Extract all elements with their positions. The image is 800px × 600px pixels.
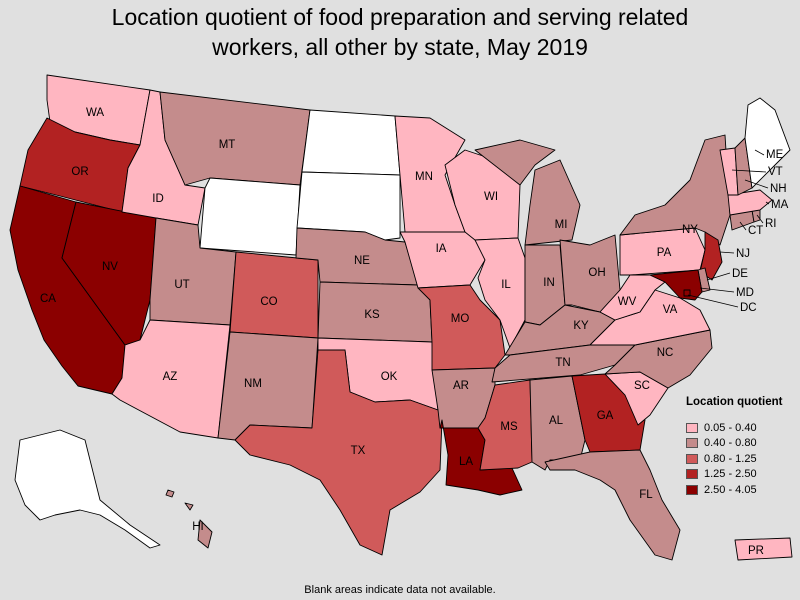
label-MS: MS <box>500 421 518 433</box>
state-labels: WA OR CA NV ID MT UT AZ CO NM NE KS OK T… <box>40 107 789 557</box>
label-NJ: NJ <box>736 248 750 260</box>
label-VT: VT <box>768 166 783 178</box>
label-AR: AR <box>453 380 469 392</box>
label-UT: UT <box>174 279 189 291</box>
label-RI: RI <box>765 218 777 230</box>
label-NY: NY <box>682 224 698 236</box>
label-TX: TX <box>351 445 366 457</box>
label-IL: IL <box>501 279 511 291</box>
legend-label: 0.80 - 1.25 <box>704 452 757 465</box>
title-line-1: Location quotient of food preparation an… <box>111 4 689 30</box>
state-MO[interactable] <box>417 284 506 371</box>
label-NE: NE <box>354 255 370 267</box>
state-PR[interactable] <box>734 537 793 561</box>
label-CO: CO <box>260 296 277 308</box>
label-NM: NM <box>244 378 262 390</box>
label-PR: PR <box>748 545 764 557</box>
legend-label: 2.50 - 4.05 <box>704 483 757 496</box>
label-WI: WI <box>484 191 498 203</box>
legend-swatch <box>686 469 698 480</box>
label-FL: FL <box>639 489 653 501</box>
state-NJ[interactable] <box>699 231 723 281</box>
label-SC: SC <box>634 380 650 392</box>
label-KS: KS <box>364 309 380 321</box>
footnote: Blank areas indicate data not available. <box>304 584 496 596</box>
label-PA: PA <box>657 247 672 259</box>
label-leader-lines <box>687 149 770 308</box>
label-LA: LA <box>459 456 473 468</box>
label-MN: MN <box>415 171 433 183</box>
legend-item: 0.80 - 1.25 <box>686 451 796 467</box>
label-DE: DE <box>732 268 748 280</box>
state-ND[interactable] <box>301 109 401 176</box>
label-MO: MO <box>451 313 470 325</box>
state-IL[interactable] <box>474 237 526 349</box>
label-NH: NH <box>770 183 787 195</box>
label-IA: IA <box>436 243 447 255</box>
state-HI[interactable] <box>165 489 213 549</box>
state-MI[interactable] <box>474 139 581 246</box>
legend-label: 0.05 - 0.40 <box>704 421 757 434</box>
legend-swatch <box>686 453 698 464</box>
legend-item: 0.05 - 0.40 <box>686 420 796 436</box>
label-CA: CA <box>40 293 56 305</box>
legend-items: 0.05 - 0.40 0.40 - 0.80 0.80 - 1.25 1.25 - … <box>686 420 796 498</box>
legend-item: 1.25 - 2.50 <box>686 467 796 483</box>
title-line-2: workers, all other by state, May 2019 <box>212 34 588 60</box>
legend-item: 2.50 - 4.05 <box>686 482 796 498</box>
label-CT: CT <box>748 225 763 237</box>
state-MA[interactable] <box>727 189 773 216</box>
legend-title: Location quotient <box>686 396 783 408</box>
label-OK: OK <box>381 371 398 383</box>
legend-swatch <box>686 484 698 495</box>
legend-swatch <box>686 422 698 433</box>
legend: Location quotient 0.05 - 0.40 0.40 - 0.80… <box>686 396 796 498</box>
label-DC: DC <box>740 302 757 314</box>
state-DC[interactable] <box>683 289 691 297</box>
state-AK[interactable] <box>14 429 161 549</box>
label-AZ: AZ <box>163 371 178 383</box>
label-OH: OH <box>588 267 605 279</box>
legend-label: 0.40 - 0.80 <box>704 437 757 450</box>
state-TX[interactable] <box>234 349 443 556</box>
label-OR: OR <box>71 166 88 178</box>
state-CO[interactable] <box>229 251 319 339</box>
label-AL: AL <box>549 415 564 427</box>
map-title: Location quotient of food preparation an… <box>0 2 800 62</box>
label-NV: NV <box>102 261 118 273</box>
label-WV: WV <box>618 296 637 308</box>
label-ME: ME <box>766 149 784 161</box>
label-ID: ID <box>152 193 164 205</box>
label-MI: MI <box>555 219 568 231</box>
label-KY: KY <box>573 320 589 332</box>
label-HI: HI <box>192 521 204 533</box>
label-TN: TN <box>555 357 570 369</box>
legend-label: 1.25 - 2.50 <box>704 468 757 481</box>
label-MA: MA <box>771 199 789 211</box>
state-NY[interactable] <box>619 134 731 246</box>
state-shapes <box>9 74 793 561</box>
state-NM[interactable] <box>217 331 319 441</box>
label-MD: MD <box>736 287 754 299</box>
state-WY[interactable] <box>199 177 301 256</box>
label-MT: MT <box>219 139 236 151</box>
label-VA: VA <box>663 304 678 316</box>
label-WA: WA <box>86 107 104 119</box>
legend-swatch <box>686 438 698 449</box>
label-GA: GA <box>597 410 614 422</box>
label-NC: NC <box>657 347 674 359</box>
state-FL[interactable] <box>544 449 681 561</box>
legend-item: 0.40 - 0.80 <box>686 436 796 452</box>
label-IN: IN <box>543 277 555 289</box>
